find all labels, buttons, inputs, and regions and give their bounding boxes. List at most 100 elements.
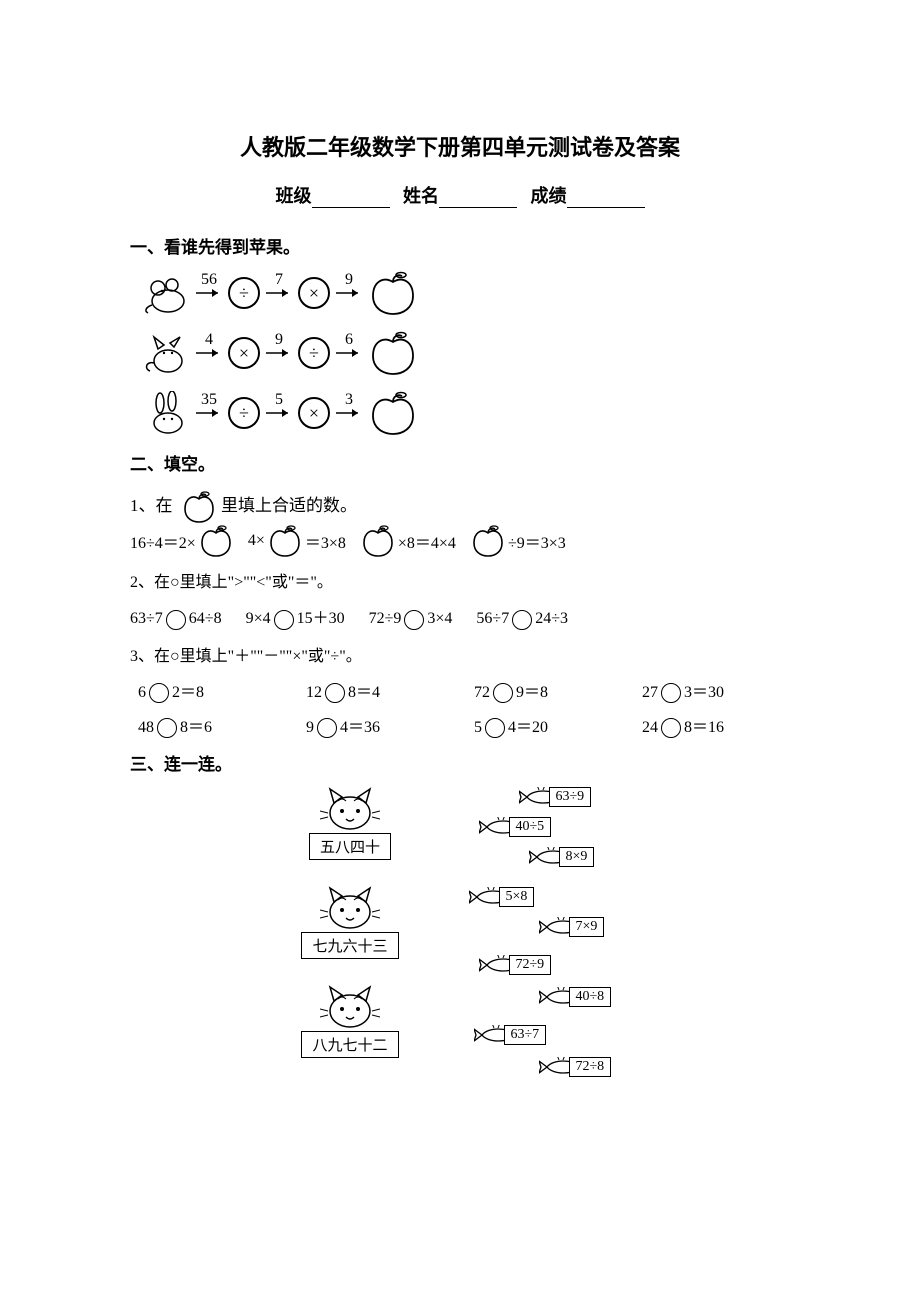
op-circle-blank[interactable] <box>149 683 169 703</box>
op-circle[interactable]: ÷ <box>228 277 260 309</box>
class-label: 班级 <box>276 186 312 206</box>
cat-icon <box>320 886 380 930</box>
op-circle[interactable]: × <box>298 397 330 429</box>
fish-item[interactable]: 5×8 <box>469 887 535 907</box>
fish-item[interactable]: 40÷8 <box>539 987 612 1007</box>
fish-expr: 5×8 <box>499 887 535 907</box>
op-circle-blank[interactable] <box>317 718 337 738</box>
cat-icon <box>320 787 380 831</box>
fish-expr: 72÷9 <box>509 955 552 975</box>
fish-item[interactable]: 7×9 <box>539 917 605 937</box>
op-fill-item: 94＝36 <box>306 713 454 738</box>
equation-item: ×8＝4×4 <box>360 524 456 558</box>
cat-label: 五八四十 <box>309 833 391 860</box>
page-title: 人教版二年级数学下册第四单元测试卷及答案 <box>130 130 790 162</box>
op-circle[interactable]: ÷ <box>298 337 330 369</box>
fish-item[interactable]: 40÷5 <box>479 817 552 837</box>
cat-label: 八九七十二 <box>301 1031 398 1058</box>
fish-expr: 40÷8 <box>569 987 612 1007</box>
compare-item: 9×415＋30 <box>246 610 345 627</box>
name-blank[interactable] <box>439 190 517 208</box>
op-fill-item: 128＝4 <box>306 678 454 703</box>
arrow-icon: 4 <box>196 347 222 359</box>
section-2-heading: 二、填空。 <box>130 450 790 475</box>
fish-item[interactable]: 8×9 <box>529 847 595 867</box>
op-fill-item: 54＝20 <box>474 713 622 738</box>
op-fill-item: 62＝8 <box>138 678 286 703</box>
q3-grid: 62＝8128＝4729＝8273＝30488＝694＝3654＝20248＝1… <box>138 678 790 739</box>
fish-expr: 63÷7 <box>504 1025 547 1045</box>
fish-item[interactable]: 63÷7 <box>474 1025 547 1045</box>
chain-row: 56 ÷ 7 × 9 <box>140 270 790 316</box>
name-label: 姓名 <box>403 186 439 206</box>
compare-circle[interactable] <box>512 610 532 630</box>
op-circle[interactable]: × <box>228 337 260 369</box>
q1-equations: 16÷4＝2× 4×＝3×8 ×8＝4×4 ÷9＝3×3 <box>130 524 790 558</box>
equation-item: 16÷4＝2× <box>130 524 234 558</box>
q1-intro: 1、在 里填上合适的数。 <box>130 487 790 524</box>
op-circle[interactable]: × <box>298 277 330 309</box>
arrow-icon: 35 <box>196 407 222 419</box>
equation-item: ÷9＝3×3 <box>470 524 566 558</box>
op-fill-item: 488＝6 <box>138 713 286 738</box>
q2-items: 63÷764÷8 9×415＋30 72÷93×4 56÷724÷3 <box>130 604 790 629</box>
fish-item[interactable]: 72÷8 <box>539 1057 612 1077</box>
cat-icon <box>320 985 380 1029</box>
apple-blank[interactable] <box>267 524 303 558</box>
apple-icon[interactable] <box>368 390 418 436</box>
compare-circle[interactable] <box>404 610 424 630</box>
arrow-icon: 3 <box>336 407 362 419</box>
section-3-heading: 三、连一连。 <box>130 750 790 775</box>
chain-row: 35 ÷ 5 × 3 <box>140 390 790 436</box>
score-blank[interactable] <box>567 190 645 208</box>
arrow-icon: 6 <box>336 347 362 359</box>
chain-row: 4 × 9 ÷ 6 <box>140 330 790 376</box>
q2-text: 2、在○里填上">""<"或"＝"。 <box>130 568 790 592</box>
apple-icon[interactable] <box>368 330 418 376</box>
apple-blank[interactable] <box>470 524 506 558</box>
op-circle-blank[interactable] <box>157 718 177 738</box>
animal-icon <box>140 331 190 375</box>
fish-expr: 8×9 <box>559 847 595 867</box>
compare-item: 72÷93×4 <box>369 610 453 627</box>
op-circle-blank[interactable] <box>325 683 345 703</box>
apple-blank[interactable] <box>360 524 396 558</box>
fish-item[interactable]: 72÷9 <box>479 955 552 975</box>
op-circle-blank[interactable] <box>493 683 513 703</box>
fish-expr: 63÷9 <box>549 787 592 807</box>
apple-icon <box>181 490 217 524</box>
compare-item: 63÷764÷8 <box>130 610 222 627</box>
op-fill-item: 729＝8 <box>474 678 622 703</box>
arrow-icon: 9 <box>336 287 362 299</box>
cat-block[interactable]: 五八四十 <box>309 787 391 860</box>
fish-expr: 72÷8 <box>569 1057 612 1077</box>
compare-item: 56÷724÷3 <box>476 610 568 627</box>
cat-label: 七九六十三 <box>301 932 398 959</box>
compare-circle[interactable] <box>274 610 294 630</box>
arrow-icon: 9 <box>266 347 292 359</box>
cat-block[interactable]: 八九七十二 <box>301 985 398 1058</box>
fish-column: 63÷9 40÷5 8×9 5×8 7×9 72÷9 40÷8 <box>449 787 619 1097</box>
arrow-icon: 56 <box>196 287 222 299</box>
op-circle-blank[interactable] <box>661 718 681 738</box>
cats-column: 五八四十 七九六十三 八九七十二 <box>301 787 398 1097</box>
op-fill-item: 248＝16 <box>642 713 790 738</box>
animal-icon <box>140 391 190 435</box>
animal-icon <box>140 271 190 315</box>
score-label: 成绩 <box>531 186 567 206</box>
fish-expr: 40÷5 <box>509 817 552 837</box>
op-circle[interactable]: ÷ <box>228 397 260 429</box>
match-section: 五八四十 七九六十三 八九七十二 63÷9 40÷5 8×9 5×8 7×9 <box>130 787 790 1097</box>
cat-block[interactable]: 七九六十三 <box>301 886 398 959</box>
op-circle-blank[interactable] <box>661 683 681 703</box>
arrow-icon: 5 <box>266 407 292 419</box>
apple-blank[interactable] <box>198 524 234 558</box>
q1-suffix: 里填上合适的数。 <box>221 496 357 515</box>
fish-item[interactable]: 63÷9 <box>519 787 592 807</box>
compare-circle[interactable] <box>166 610 186 630</box>
info-line: 班级 姓名 成绩 <box>130 182 790 208</box>
class-blank[interactable] <box>312 190 390 208</box>
apple-icon[interactable] <box>368 270 418 316</box>
equation-item: 4×＝3×8 <box>248 524 346 558</box>
op-circle-blank[interactable] <box>485 718 505 738</box>
